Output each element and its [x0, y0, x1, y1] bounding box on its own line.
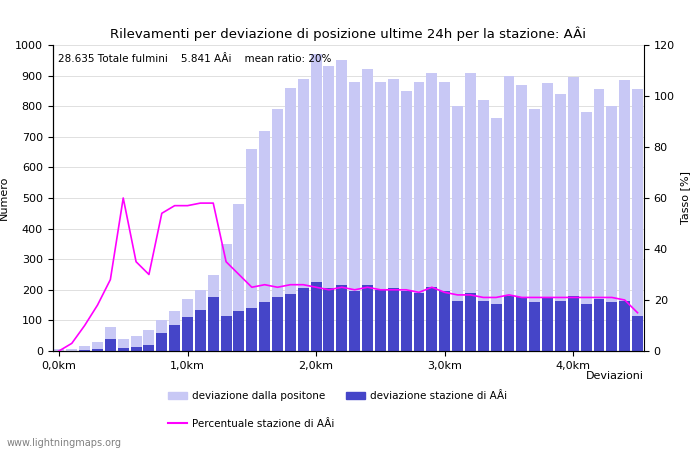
- Bar: [311, 54, 321, 351]
- Bar: [234, 311, 244, 351]
- Title: Rilevamenti per deviazione di posizione ultime 24h per la stazione: AÂi: Rilevamenti per deviazione di posizione …: [111, 27, 587, 41]
- Bar: [581, 304, 592, 351]
- Bar: [234, 204, 244, 351]
- Bar: [426, 72, 438, 351]
- Bar: [156, 333, 167, 351]
- Bar: [439, 82, 450, 351]
- Bar: [465, 293, 476, 351]
- Bar: [414, 293, 424, 351]
- Bar: [144, 346, 155, 351]
- Bar: [285, 294, 296, 351]
- Bar: [362, 285, 373, 351]
- Bar: [362, 69, 373, 351]
- Bar: [220, 316, 232, 351]
- Bar: [298, 288, 309, 351]
- Bar: [298, 79, 309, 351]
- Bar: [632, 316, 643, 351]
- Bar: [208, 297, 218, 351]
- Bar: [92, 349, 103, 351]
- Bar: [272, 109, 283, 351]
- Text: 28.635 Totale fulmini    5.841 AÂi    mean ratio: 20%: 28.635 Totale fulmini 5.841 AÂi mean rat…: [58, 54, 332, 64]
- Bar: [195, 290, 206, 351]
- Bar: [285, 88, 296, 351]
- Bar: [620, 80, 630, 351]
- Bar: [388, 288, 399, 351]
- Bar: [79, 346, 90, 351]
- Bar: [349, 291, 360, 351]
- Bar: [169, 325, 180, 351]
- Bar: [92, 342, 103, 351]
- Bar: [375, 290, 386, 351]
- Bar: [491, 304, 502, 351]
- Bar: [131, 347, 141, 351]
- Bar: [388, 79, 399, 351]
- Bar: [79, 350, 90, 351]
- Bar: [606, 106, 617, 351]
- Bar: [246, 149, 258, 351]
- Bar: [66, 349, 77, 351]
- Bar: [503, 76, 514, 351]
- Bar: [246, 308, 258, 351]
- Bar: [156, 320, 167, 351]
- Y-axis label: Numero: Numero: [0, 176, 9, 220]
- Bar: [439, 291, 450, 351]
- Y-axis label: Tasso [%]: Tasso [%]: [680, 171, 690, 225]
- Bar: [542, 83, 553, 351]
- Bar: [400, 291, 412, 351]
- Legend: Percentuale stazione di AÂi: Percentuale stazione di AÂi: [164, 414, 339, 433]
- Bar: [105, 339, 116, 351]
- Text: www.lightningmaps.org: www.lightningmaps.org: [7, 438, 122, 448]
- Bar: [606, 302, 617, 351]
- Bar: [118, 348, 129, 351]
- Bar: [632, 90, 643, 351]
- Bar: [503, 296, 514, 351]
- Bar: [144, 329, 155, 351]
- Bar: [259, 302, 270, 351]
- Bar: [555, 301, 566, 351]
- Bar: [555, 94, 566, 351]
- Bar: [337, 60, 347, 351]
- Bar: [118, 339, 129, 351]
- Bar: [323, 67, 335, 351]
- Bar: [311, 282, 321, 351]
- Bar: [568, 77, 579, 351]
- Bar: [478, 301, 489, 351]
- Bar: [208, 274, 218, 351]
- Bar: [517, 85, 527, 351]
- Text: Deviazioni: Deviazioni: [586, 371, 644, 381]
- Bar: [375, 82, 386, 351]
- Bar: [529, 302, 540, 351]
- Bar: [581, 112, 592, 351]
- Bar: [195, 310, 206, 351]
- Bar: [491, 118, 502, 351]
- Bar: [594, 90, 605, 351]
- Bar: [594, 299, 605, 351]
- Bar: [337, 285, 347, 351]
- Bar: [568, 296, 579, 351]
- Bar: [542, 297, 553, 351]
- Bar: [53, 350, 64, 351]
- Bar: [169, 311, 180, 351]
- Bar: [131, 336, 141, 351]
- Bar: [323, 288, 335, 351]
- Bar: [465, 72, 476, 351]
- Bar: [272, 297, 283, 351]
- Bar: [259, 130, 270, 351]
- Bar: [452, 301, 463, 351]
- Bar: [529, 109, 540, 351]
- Bar: [426, 287, 438, 351]
- Bar: [478, 100, 489, 351]
- Bar: [414, 82, 424, 351]
- Bar: [182, 299, 193, 351]
- Bar: [349, 82, 360, 351]
- Bar: [182, 317, 193, 351]
- Bar: [620, 301, 630, 351]
- Bar: [105, 327, 116, 351]
- Bar: [220, 244, 232, 351]
- Bar: [400, 91, 412, 351]
- Bar: [517, 297, 527, 351]
- Bar: [452, 106, 463, 351]
